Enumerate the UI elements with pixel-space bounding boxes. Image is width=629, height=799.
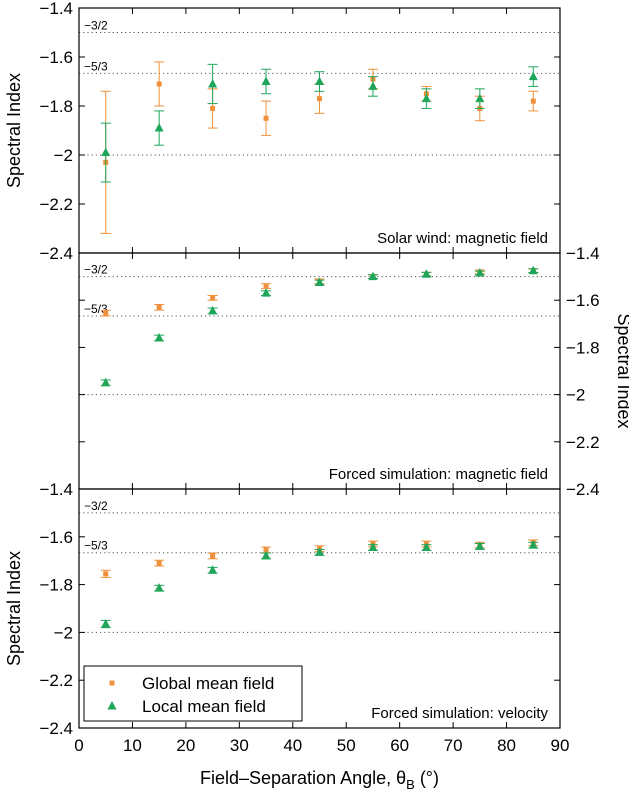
panel-label: Forced simulation: magnetic field	[329, 466, 548, 483]
x-tick-label: 70	[444, 736, 463, 755]
y-tick-label: −2.4	[39, 244, 73, 263]
y-tick-label: −1.4	[39, 0, 73, 18]
data-point-global	[317, 96, 322, 102]
x-tick-label: 90	[551, 736, 570, 755]
y-tick-label: −1.4	[39, 480, 73, 499]
y-tick-label: −2.2	[39, 195, 73, 214]
data-point-local	[475, 268, 485, 277]
y-axis-title: Spectral Index	[4, 73, 24, 188]
y-tick-label: −1.8	[39, 576, 73, 595]
y-tick-label: −1.6	[39, 528, 73, 547]
data-point-global	[156, 81, 162, 87]
y-axis-title: Spectral Index	[4, 551, 24, 666]
data-point-local	[154, 332, 164, 342]
y-tick-label: −2	[54, 623, 73, 642]
y-tick-label: −2	[54, 146, 73, 165]
panel-frame	[78, 488, 561, 729]
data-point-local	[261, 550, 271, 560]
data-point-global	[210, 295, 216, 301]
legend-entry-label: Global mean field	[142, 674, 274, 693]
data-point-local	[368, 81, 378, 90]
x-tick-label: 80	[497, 736, 516, 755]
data-point-global	[263, 283, 269, 289]
data-point-global	[103, 310, 109, 316]
reference-line-label: −5/3	[84, 302, 108, 316]
data-point-global	[103, 571, 109, 577]
data-point-local	[154, 123, 164, 132]
reference-line-label: −3/2	[84, 19, 108, 33]
legend-marker-global	[109, 680, 115, 686]
y-tick-label: −1.6	[39, 48, 73, 67]
data-point-global	[156, 304, 162, 310]
reference-line-label: −3/2	[84, 499, 108, 513]
y-tick-label: −1.8	[39, 97, 73, 116]
x-tick-label: 0	[74, 736, 83, 755]
x-tick-label: 40	[283, 736, 302, 755]
data-point-local	[475, 541, 485, 550]
y-tick-label: −2.4	[39, 719, 73, 738]
x-tick-label: 10	[123, 736, 142, 755]
data-point-local	[101, 377, 111, 387]
data-point-local	[154, 583, 164, 592]
data-point-global	[263, 115, 269, 121]
data-point-local	[528, 71, 538, 81]
panel-frame	[78, 252, 561, 490]
data-point-local	[421, 269, 431, 278]
reference-line-label: −5/3	[84, 59, 108, 73]
y-axis-title: Spectral Index	[614, 313, 629, 428]
panel-2: −3/2 −5/3 −2.4 −2.2 −2 −1.8 −1.6 −1.4 Spectral I…	[78, 244, 629, 499]
x-tick-label: 60	[390, 736, 409, 755]
y-tick-label: −2.2	[39, 671, 73, 690]
data-point-local	[261, 76, 271, 85]
data-point-local	[208, 78, 218, 88]
x-axis-title: Field–Separation Angle, θB (°)	[200, 768, 439, 792]
data-point-local	[315, 277, 324, 286]
data-point-global	[210, 553, 216, 559]
x-tick-label: 30	[230, 736, 249, 755]
legend-marker-local	[107, 701, 117, 710]
data-point-local	[101, 147, 111, 157]
reference-line-label: −3/2	[84, 263, 108, 277]
data-point-global	[210, 105, 216, 111]
data-point-local	[101, 619, 111, 628]
data-point-local	[208, 305, 218, 315]
legend-box	[83, 665, 303, 722]
panel-label: Solar wind: magnetic field	[377, 230, 548, 247]
y-tick-label: −2.4	[566, 480, 600, 499]
y-tick-label: −1.6	[566, 291, 600, 310]
data-point-global	[156, 560, 162, 566]
data-point-local	[475, 93, 485, 103]
y-tick-label: −1.8	[566, 338, 600, 357]
panel-3: −3/2 −5/3 −2.4 −2.2 −2 −1.8 −1.6 −1.4 Spectral I…	[4, 480, 561, 738]
y-tick-label: −1.4	[566, 244, 600, 263]
data-point-local	[315, 547, 324, 556]
data-point-local	[421, 93, 431, 103]
data-point-local	[208, 565, 218, 574]
x-tick-label: 50	[337, 736, 356, 755]
data-point-global	[530, 98, 536, 104]
data-point-local	[261, 288, 271, 297]
panel-frame	[78, 7, 561, 254]
data-point-local	[315, 76, 324, 85]
y-tick-label: −2	[566, 386, 585, 405]
data-point-local	[528, 265, 538, 275]
data-point-local	[421, 542, 431, 552]
legend: Global mean field Local mean field	[83, 665, 303, 722]
data-point-local	[368, 542, 378, 552]
panel-1: −3/2 −5/3 −2.4 −2.2 −2 −1.8 −1.6 −1.4 Spectral I…	[4, 0, 561, 263]
y-tick-label: −2.2	[566, 433, 600, 452]
data-point-local	[368, 271, 378, 281]
panel-label: Forced simulation: velocity	[371, 705, 548, 722]
data-point-local	[528, 540, 538, 549]
data-point-global	[263, 547, 269, 553]
legend-entry-label: Local mean field	[142, 697, 266, 716]
reference-line-label: −5/3	[84, 539, 108, 553]
x-tick-label: 20	[176, 736, 195, 755]
